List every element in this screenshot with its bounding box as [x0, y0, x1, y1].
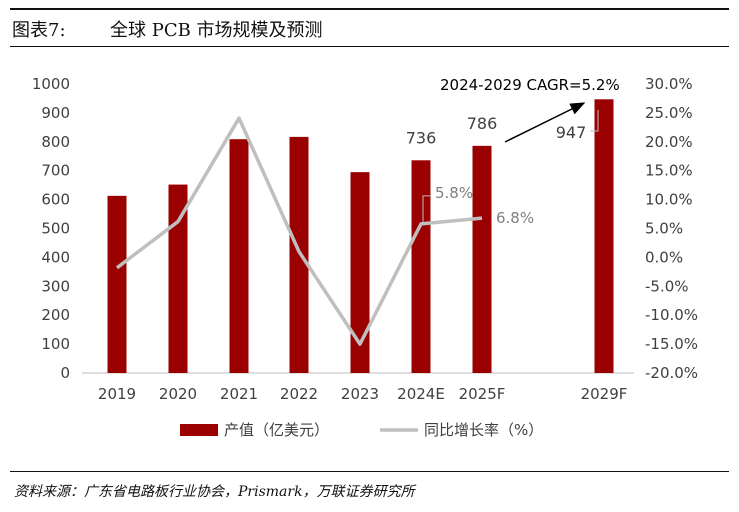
label-leader-line-2029 — [590, 110, 599, 132]
bar-2021 — [229, 139, 249, 373]
cagr-annotation: 2024-2029 CAGR=5.2% — [440, 76, 620, 94]
bar-2029F — [594, 99, 614, 373]
pcb-market-chart: 0 100 200 300 400 500 600 700 800 900 1000 -20.0% -1… — [32, 75, 698, 439]
axes-layer: 0 100 200 300 400 500 600 700 800 900 1000 -20.0% -1… — [32, 75, 698, 403]
x-tick-label: 2023 — [341, 385, 379, 403]
y-left-tick-label: 1000 — [32, 75, 70, 93]
bar-2025F — [472, 145, 492, 373]
growth-line-layer — [115, 116, 483, 346]
bar-2023 — [350, 172, 370, 373]
y-right-tick-label: 25.0% — [645, 104, 693, 122]
y-right-tick-label: -20.0% — [645, 364, 698, 382]
y-left-tick-label: 700 — [41, 162, 70, 180]
y-left-tick-label: 100 — [41, 335, 70, 353]
y-left-tick-label: 300 — [41, 277, 70, 295]
y-right-tick-label: 20.0% — [645, 133, 693, 151]
x-tick-label: 2021 — [220, 385, 258, 403]
x-tick-label: 2029F — [581, 385, 628, 403]
y-right-tick-label: 10.0% — [645, 191, 693, 209]
figure-title: 全球 PCB 市场规模及预测 — [110, 20, 323, 41]
data-labels-layer: 736 786 947 5.8% 6.8% — [406, 110, 599, 227]
y-right-tick-label: 0.0% — [645, 248, 683, 266]
annotation-layer: 2024-2029 CAGR=5.2% — [440, 76, 620, 143]
growth-value-label: 5.8% — [435, 184, 473, 202]
x-tick-label: 2020 — [159, 385, 197, 403]
label-leader-line — [422, 195, 431, 222]
y-left-tick-label: 200 — [41, 306, 70, 324]
legend-label-bar: 产值（亿美元） — [224, 421, 329, 439]
bar-value-label: 786 — [467, 114, 498, 133]
y-right-tick-label: 5.0% — [645, 220, 683, 238]
x-tick-label: 2024E — [397, 385, 445, 403]
x-tick-label: 2025F — [459, 385, 506, 403]
top-rule — [10, 8, 729, 10]
y-left-tick-label: 800 — [41, 133, 70, 151]
legend: 产值（亿美元） 同比增长率（%） — [180, 421, 543, 439]
source-rule — [10, 471, 729, 472]
y-right-tick-label: -5.0% — [645, 277, 689, 295]
legend-swatch-bar — [180, 424, 218, 436]
bar-value-label: 947 — [556, 123, 587, 142]
x-tick-label: 2022 — [280, 385, 318, 403]
bars-layer — [107, 99, 614, 373]
y-right-tick-label: 30.0% — [645, 75, 693, 93]
bar-2024E — [411, 160, 431, 373]
y-right-tick-label: 15.0% — [645, 162, 693, 180]
y-left-tick-label: 400 — [41, 248, 70, 266]
x-tick-label: 2019 — [98, 385, 136, 403]
y-left-tick-label: 500 — [41, 220, 70, 238]
legend-label-line: 同比增长率（%） — [424, 421, 543, 439]
title-rule — [10, 46, 729, 47]
bar-2020 — [168, 184, 188, 373]
y-left-tick-label: 0 — [60, 364, 70, 382]
y-left-tick-label: 900 — [41, 104, 70, 122]
figure-title-row: 图表7: 全球 PCB 市场规模及预测 — [12, 12, 727, 44]
y-left-tick-label: 600 — [41, 191, 70, 209]
cagr-arrow — [504, 102, 586, 143]
bar-2022 — [289, 136, 309, 373]
bar-2019 — [107, 195, 127, 373]
source-note: 资料来源：广东省电路板行业协会，Prismark，万联证券研究所 — [14, 484, 415, 500]
growth-rate-line — [115, 116, 483, 346]
y-right-tick-label: -15.0% — [645, 335, 698, 353]
growth-value-label: 6.8% — [496, 209, 534, 227]
bar-value-label: 736 — [406, 128, 437, 147]
y-right-tick-label: -10.0% — [645, 306, 698, 324]
figure-number: 图表7: — [12, 20, 66, 41]
